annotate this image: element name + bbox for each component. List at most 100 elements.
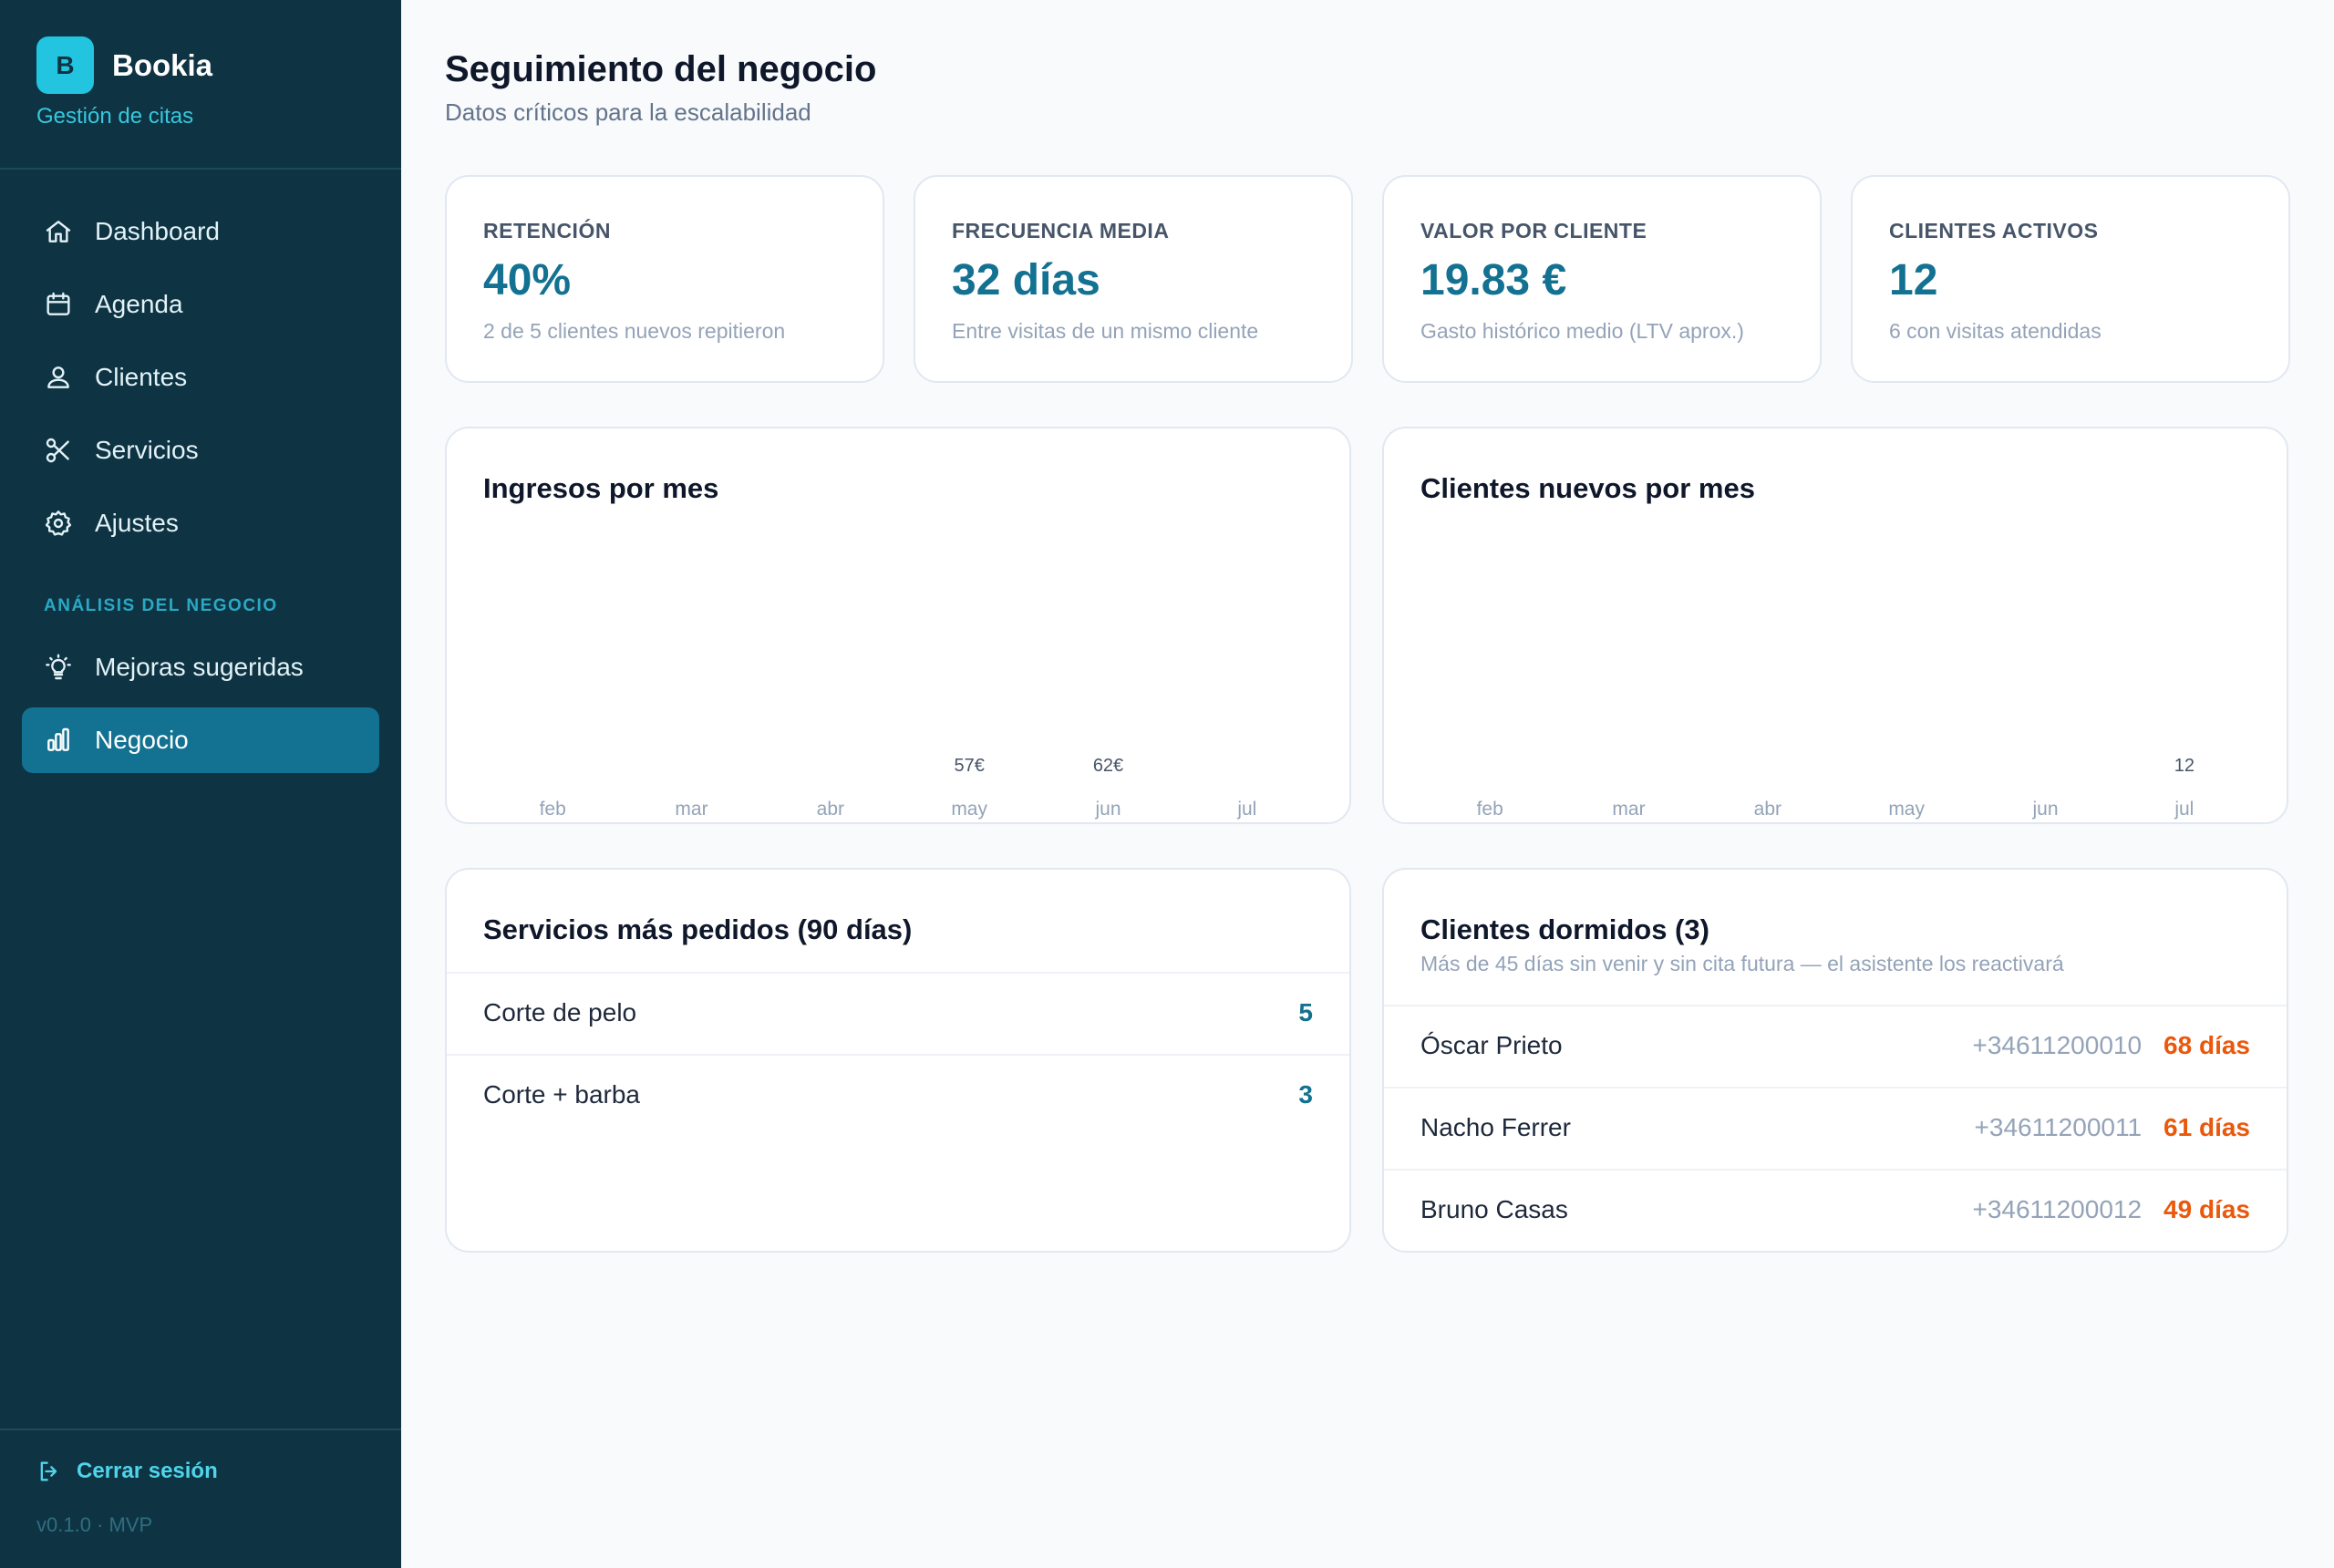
- kpi-label: CLIENTES ACTIVOS: [1889, 219, 2099, 242]
- sidebar-item-agenda[interactable]: Agenda: [22, 272, 379, 337]
- tick-label: jul: [1236, 799, 1256, 820]
- sidebar-divider: [0, 168, 401, 170]
- tick-label: may: [1888, 799, 1925, 820]
- table-row[interactable]: Óscar Prieto +34611200010 68 días: [1384, 1005, 2287, 1087]
- kpi-card-frequency: FRECUENCIA MEDIA 32 días Entre visitas d…: [914, 175, 1353, 383]
- client-name: Bruno Casas: [1420, 1195, 1568, 1223]
- scissors-icon: [46, 438, 69, 463]
- sidebar-divider: [0, 1429, 401, 1430]
- list-item[interactable]: Corte + barba 3: [447, 1054, 1349, 1136]
- kpi-label: FRECUENCIA MEDIA: [952, 219, 1170, 242]
- service-name: Corte + barba: [483, 1080, 640, 1109]
- divider: [447, 1054, 1349, 1056]
- home-icon: [46, 221, 71, 242]
- client-phone: +34611200012: [1972, 1195, 2143, 1223]
- kpi-description: 6 con visitas atendidas: [1889, 319, 2102, 343]
- sidebar-item-label: Clientes: [95, 363, 188, 391]
- sidebar-item-label: Mejoras sugeridas: [95, 653, 304, 681]
- data-label: 62€: [1093, 756, 1123, 776]
- brand-subtitle: Gestión de citas: [36, 104, 194, 129]
- new-clients-chart-card: Clientes nuevos por mes feb mar abr may jun j…: [1382, 427, 2288, 824]
- sidebar-item-negocio[interactable]: Negocio: [22, 707, 379, 773]
- page-subtitle: Datos críticos para la escalabilidad: [445, 98, 811, 126]
- kpi-description: 2 de 5 clientes nuevos repitieron: [483, 319, 786, 343]
- client-name: Óscar Prieto: [1420, 1031, 1563, 1059]
- divider: [447, 972, 1349, 974]
- sidebar-item-label: Dashboard: [95, 217, 220, 245]
- sidebar-item-servicios[interactable]: Servicios: [22, 418, 379, 483]
- tick-label: may: [951, 799, 987, 820]
- users-icon: [47, 366, 69, 388]
- sidebar-item-label: Agenda: [95, 290, 183, 318]
- brand[interactable]: B Bookia: [36, 36, 212, 94]
- kpi-description: Gasto histórico medio (LTV aprox.): [1420, 319, 1744, 343]
- top-services-card: Servicios más pedidos (90 días) Corte de…: [445, 868, 1351, 1253]
- lightbulb-icon: [46, 654, 71, 680]
- table-row[interactable]: Nacho Ferrer +34611200011 61 días: [1384, 1087, 2287, 1169]
- kpi-value: 12: [1889, 256, 1938, 304]
- tick-label: jun: [1094, 799, 1121, 820]
- revenue-chart-card: Ingresos por mes feb mar abr may 57€ jun 62€ ju…: [445, 427, 1351, 824]
- client-name: Nacho Ferrer: [1420, 1113, 1571, 1141]
- table-row[interactable]: Bruno Casas +34611200012 49 días: [1384, 1169, 2287, 1251]
- kpi-label: VALOR POR CLIENTE: [1420, 219, 1647, 242]
- sidebar-item-label: Negocio: [95, 726, 189, 754]
- calendar-icon: [46, 292, 70, 315]
- tick-label: jul: [2174, 799, 2194, 820]
- page-title: Seguimiento del negocio: [445, 49, 877, 89]
- dormant-clients-card: Clientes dormidos (3) Más de 45 días sin…: [1382, 868, 2288, 1253]
- sidebar-item-mejoras[interactable]: Mejoras sugeridas: [22, 634, 379, 700]
- kpi-card-client-value: VALOR POR CLIENTE 19.83 € Gasto históric…: [1382, 175, 1822, 383]
- sidebar: B Bookia Gestión de citas Dashboard Agen…: [0, 0, 401, 1568]
- client-phone: +34611200010: [1972, 1031, 2143, 1059]
- days-since-visit: 61 días: [2164, 1113, 2250, 1141]
- card-title: Clientes dormidos (3): [1420, 913, 1709, 945]
- data-label: 12: [2174, 756, 2195, 776]
- kpi-label: RETENCIÓN: [483, 219, 611, 242]
- tick-label: feb: [1477, 799, 1503, 820]
- data-label: 57€: [954, 756, 984, 776]
- client-phone: +34611200011: [1974, 1113, 2143, 1141]
- kpi-card-retention: RETENCIÓN 40% 2 de 5 clientes nuevos rep…: [445, 175, 884, 383]
- card-title: Servicios más pedidos (90 días): [483, 913, 913, 945]
- kpi-card-active-clients: CLIENTES ACTIVOS 12 6 con visitas atendi…: [1851, 175, 2290, 383]
- card-subtitle: Más de 45 días sin venir y sin cita futu…: [1420, 952, 2064, 975]
- new-clients-chart: feb mar abr may jun jul 12: [1477, 756, 2195, 820]
- sidebar-item-label: Servicios: [95, 436, 199, 464]
- kpi-value: 40%: [483, 256, 572, 304]
- chart-title: Clientes nuevos por mes: [1420, 472, 1755, 504]
- brand-logo: B: [36, 36, 94, 94]
- logout-label: Cerrar sesión: [77, 1459, 218, 1483]
- sidebar-item-dashboard[interactable]: Dashboard: [22, 199, 379, 264]
- kpi-value: 19.83 €: [1420, 256, 1567, 304]
- kpi-description: Entre visitas de un mismo cliente: [952, 319, 1259, 343]
- divider: [1384, 1005, 2287, 1006]
- revenue-chart: feb mar abr may 57€ jun 62€ jul: [540, 756, 1257, 820]
- kpi-value: 32 días: [952, 256, 1100, 304]
- brand-name: Bookia: [112, 47, 213, 82]
- version-label: v0.1.0 · MVP: [36, 1513, 153, 1536]
- divider: [1384, 1087, 2287, 1088]
- logout-icon: [40, 1461, 57, 1481]
- divider: [1384, 1169, 2287, 1171]
- gear-icon: [45, 511, 72, 536]
- chart-title: Ingresos por mes: [483, 472, 719, 504]
- tick-label: jun: [2031, 799, 2058, 820]
- sidebar-item-clientes[interactable]: Clientes: [22, 345, 379, 410]
- bar-chart-icon: [47, 727, 69, 751]
- sidebar-item-ajustes[interactable]: Ajustes: [22, 490, 379, 556]
- tick-label: abr: [817, 799, 844, 820]
- tick-label: mar: [1612, 799, 1645, 820]
- service-name: Corte de pelo: [483, 998, 637, 1026]
- service-count: 5: [1298, 998, 1313, 1026]
- tick-label: mar: [675, 799, 707, 820]
- days-since-visit: 68 días: [2164, 1031, 2250, 1059]
- service-count: 3: [1298, 1080, 1313, 1109]
- logout-button[interactable]: Cerrar sesión: [36, 1459, 218, 1484]
- list-item[interactable]: Corte de pelo 5: [447, 972, 1349, 1054]
- sidebar-item-label: Ajustes: [95, 509, 179, 537]
- days-since-visit: 49 días: [2164, 1195, 2250, 1223]
- nav-section-label: ANÁLISIS DEL NEGOCIO: [44, 596, 278, 615]
- tick-label: abr: [1754, 799, 1781, 820]
- tick-label: feb: [540, 799, 566, 820]
